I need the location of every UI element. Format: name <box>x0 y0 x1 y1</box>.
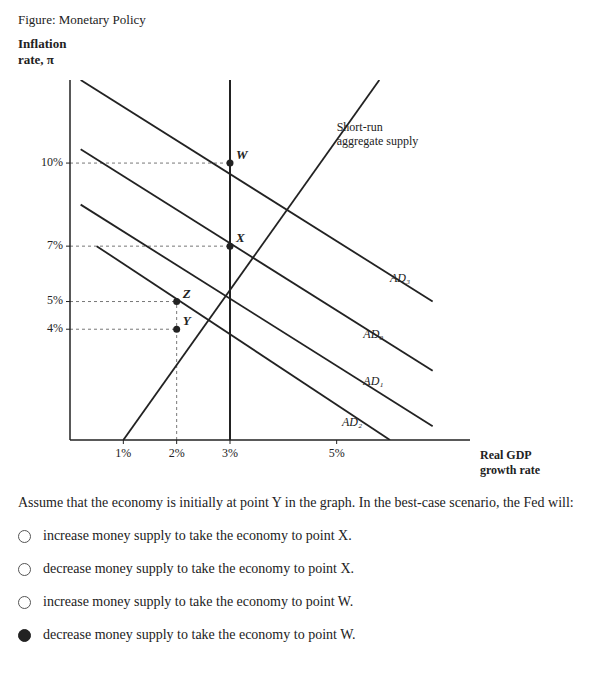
x-axis-label: Real GDPgrowth rate <box>480 448 541 477</box>
reference-line <box>176 302 177 440</box>
title: Figure: Monetary Policy <box>18 12 146 27</box>
point-label: X <box>235 230 245 245</box>
x-tick <box>230 440 231 444</box>
curve-label: AD₁ <box>362 374 383 388</box>
vertical-line <box>229 80 231 440</box>
y-tick-label: 7% <box>47 238 63 252</box>
answer-text: increase money supply to take the econom… <box>43 593 353 612</box>
radio <box>18 530 31 543</box>
reference-line <box>70 163 230 164</box>
point-label: Z <box>182 286 191 301</box>
curve <box>81 80 433 302</box>
radio <box>18 596 31 609</box>
reference-line <box>70 329 177 330</box>
question: Assume that the economy is initially at … <box>18 494 591 513</box>
answer-option: increase money supply to take the econom… <box>18 593 591 612</box>
answer-option: increase money supply to take the econom… <box>18 527 591 546</box>
reference-line <box>70 301 177 302</box>
point-label: Y <box>183 313 192 328</box>
x-tick <box>176 440 177 444</box>
y-tick <box>66 163 70 164</box>
reference-line <box>70 246 230 247</box>
answer-text: decrease money supply to take the econom… <box>43 626 356 645</box>
answer-text: increase money supply to take the econom… <box>43 527 352 546</box>
y-tick <box>66 246 70 247</box>
point <box>227 160 234 167</box>
point-label: W <box>236 147 249 162</box>
x-tick-label: 2% <box>169 446 185 460</box>
radio <box>18 563 31 576</box>
y-tick-label: 5% <box>47 293 63 307</box>
plot-area <box>70 80 433 440</box>
answer-text: decrease money supply to take the econom… <box>43 560 354 579</box>
x-tick-label: 5% <box>329 446 345 460</box>
curve-label: AD₃ <box>389 271 410 285</box>
radio-selected <box>18 629 31 642</box>
curve-label: AD₂ <box>341 415 362 429</box>
curve-label: AD₀ <box>362 327 383 341</box>
answer-option: decrease money supply to take the econom… <box>18 560 591 579</box>
answer-option: decrease money supply to take the econom… <box>18 626 591 645</box>
curve <box>81 149 433 371</box>
x-axis-line <box>70 439 470 441</box>
x-tick-label: 3% <box>222 446 238 460</box>
y-axis-label: Inflationrate, π <box>18 36 67 67</box>
point <box>173 326 180 333</box>
point <box>227 243 234 250</box>
curve <box>81 205 433 427</box>
curve-label: Short-runaggregate supply <box>337 119 419 147</box>
y-tick-label: 10% <box>41 155 63 169</box>
x-tick <box>123 440 124 444</box>
x-tick <box>336 440 337 444</box>
point <box>173 298 180 305</box>
curve <box>97 246 390 440</box>
y-tick-label: 4% <box>47 321 63 335</box>
y-tick <box>66 329 70 330</box>
chart: Figure: Monetary Policy Inflationrate, π A… <box>0 0 609 490</box>
y-tick <box>66 301 70 302</box>
x-tick-label: 1% <box>115 446 131 460</box>
quiz: Assume that the economy is initially at … <box>0 494 609 644</box>
y-axis-line <box>69 80 71 440</box>
